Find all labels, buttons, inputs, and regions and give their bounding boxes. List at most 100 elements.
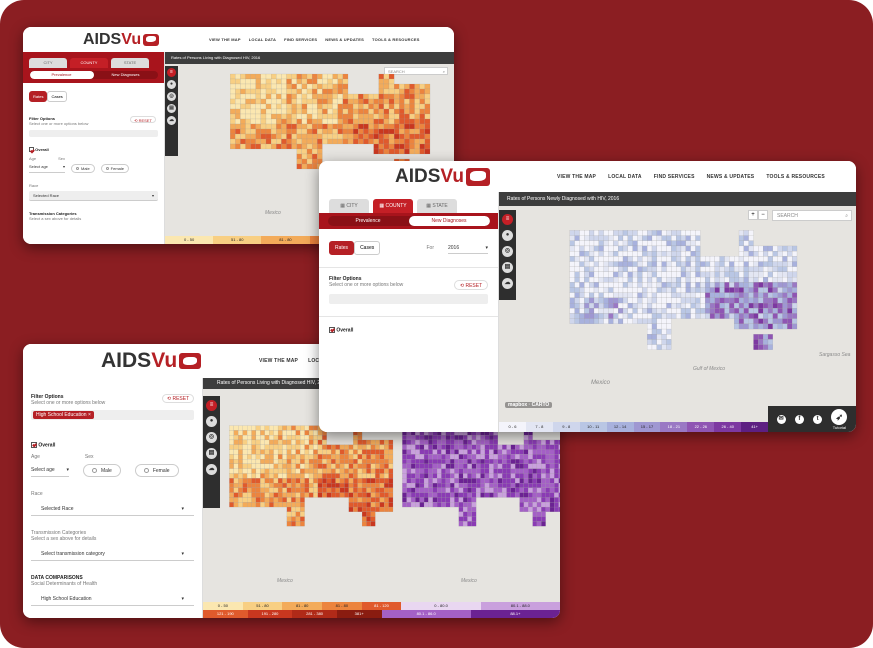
- county-cell: [271, 88, 277, 95]
- aidsvu-logo[interactable]: AIDS Vu: [83, 31, 203, 49]
- layers-icon[interactable]: ≡: [167, 68, 176, 77]
- cloud-icon[interactable]: ☁: [502, 278, 513, 289]
- nav-view-map[interactable]: VIEW THE MAP: [209, 37, 241, 42]
- facebook-icon[interactable]: f: [794, 414, 804, 424]
- legend-bin: 0 - 80.0: [401, 602, 481, 610]
- sex-male-radio[interactable]: Male: [71, 164, 95, 174]
- county-cell: [375, 487, 380, 493]
- reset-button[interactable]: ⟲ RESET: [130, 116, 156, 123]
- county-cell: [589, 266, 595, 272]
- county-cell: [424, 98, 431, 105]
- overall-checkbox[interactable]: [31, 442, 37, 448]
- zoom-out-icon[interactable]: −: [758, 210, 768, 220]
- reset-button[interactable]: ⟲ RESET: [162, 394, 194, 403]
- nav-local-data[interactable]: LOCAL DATA: [248, 37, 277, 42]
- county-cell: [690, 271, 696, 278]
- globe-icon[interactable]: ◎: [206, 432, 217, 443]
- overall-checkbox[interactable]: [329, 327, 335, 333]
- nav-tools-resources[interactable]: TOOLS & RESOURCES: [766, 173, 825, 180]
- search-input[interactable]: SEARCH ⌕: [772, 210, 852, 221]
- map-panel[interactable]: Rates of Persons Newly Diagnosed with HI…: [499, 192, 856, 432]
- nav-tools-resources[interactable]: TOOLS & RESOURCES: [372, 37, 420, 42]
- county-cell: [235, 118, 241, 125]
- county-cell: [233, 439, 239, 445]
- toggle-new-diagnoses[interactable]: New Diagnoses: [111, 72, 140, 77]
- nav-find-services[interactable]: FIND SERVICES: [284, 37, 318, 42]
- race-select[interactable]: Selected Race ▾: [29, 191, 158, 202]
- pin-icon[interactable]: ●: [502, 230, 513, 241]
- tab-state[interactable]: STATE: [111, 58, 149, 68]
- county-cell: [792, 251, 798, 257]
- sex-label: Sex: [84, 454, 94, 461]
- toggle-prevalence[interactable]: Prevalence: [29, 71, 94, 79]
- county-cell: [603, 251, 609, 257]
- county-cell: [366, 506, 371, 512]
- county-cell: [748, 313, 754, 319]
- sex-female-radio[interactable]: Female: [100, 164, 130, 174]
- nav-news-updates[interactable]: NEWS & UPDATES: [325, 37, 365, 42]
- layers-icon[interactable]: ≡: [206, 400, 217, 411]
- rates-button[interactable]: Rates: [329, 241, 355, 255]
- nav-view-map[interactable]: VIEW THE MAP: [259, 358, 299, 364]
- pin-icon[interactable]: ●: [167, 80, 176, 89]
- print-icon[interactable]: ▤: [206, 448, 217, 459]
- tab-city[interactable]: CITY: [29, 58, 67, 68]
- search-input[interactable]: SEARCH ⌕: [384, 67, 448, 75]
- county-cell: [709, 261, 715, 267]
- toggle-new-diagnoses[interactable]: New Diagnoses: [408, 216, 490, 226]
- tutorial-button[interactable]: ➶ Tutorial: [831, 408, 848, 430]
- reset-button[interactable]: ⟲ RESET: [454, 280, 488, 290]
- close-icon[interactable]: ×: [87, 412, 91, 418]
- cloud-icon[interactable]: ☁: [206, 464, 217, 475]
- transmission-select[interactable]: Select transmission category ▾: [31, 548, 194, 562]
- county-cell: [295, 506, 301, 512]
- print-icon[interactable]: ▤: [167, 104, 176, 113]
- county-cell: [523, 468, 529, 474]
- print-icon[interactable]: ▤: [502, 262, 513, 273]
- tab-state[interactable]: ▦ STATE: [417, 199, 457, 213]
- twitter-icon[interactable]: t: [813, 414, 823, 424]
- nav-view-map[interactable]: VIEW THE MAP: [557, 173, 597, 180]
- race-select[interactable]: Selected Race ▾: [31, 503, 194, 517]
- tab-county[interactable]: COUNTY: [70, 58, 108, 68]
- age-select[interactable]: Select age ▾: [29, 164, 65, 174]
- aidsvu-logo[interactable]: AIDS Vu: [101, 349, 251, 373]
- county-cell: [579, 261, 585, 267]
- tab-city[interactable]: ▦ CITY: [329, 199, 369, 213]
- comparisons-select[interactable]: High School Education ▾: [31, 593, 194, 607]
- nav-find-services[interactable]: FIND SERVICES: [653, 173, 695, 180]
- globe-icon[interactable]: ◎: [167, 92, 176, 101]
- nav-local-data[interactable]: LOCAL DATA: [608, 173, 642, 180]
- rates-button[interactable]: Rates: [29, 91, 48, 102]
- cloud-icon[interactable]: ☁: [167, 116, 176, 125]
- county-cell: [441, 473, 446, 479]
- county-cell: [286, 516, 292, 522]
- aidsvu-logo[interactable]: AIDS Vu: [395, 166, 545, 188]
- year-select[interactable]: 2016 ▾: [448, 243, 488, 254]
- cases-button[interactable]: Cases: [47, 91, 67, 102]
- toggle-prevalence[interactable]: Prevalence: [355, 218, 381, 224]
- mail-icon[interactable]: ✉: [776, 414, 786, 424]
- tab-county[interactable]: ▦ COUNTY: [373, 199, 413, 213]
- overall-checkbox[interactable]: [29, 147, 34, 153]
- county-cell: [484, 483, 490, 488]
- sex-female-radio[interactable]: Female: [134, 464, 179, 478]
- county-cell: [541, 516, 546, 522]
- zoom-in-icon[interactable]: +: [748, 210, 758, 220]
- globe-icon[interactable]: ◎: [502, 246, 513, 257]
- layers-icon[interactable]: ≡: [502, 214, 513, 225]
- nav-news-updates[interactable]: NEWS & UPDATES: [706, 173, 755, 180]
- filter-chip[interactable]: High School Education ×: [33, 411, 94, 419]
- pin-icon[interactable]: ●: [206, 416, 217, 427]
- county-cell: [666, 339, 672, 345]
- county-cell: [301, 103, 308, 110]
- county-cell: [589, 251, 595, 257]
- sex-male-radio[interactable]: Male: [83, 464, 121, 478]
- county-cell: [260, 478, 265, 484]
- county-cell: [255, 444, 261, 450]
- county-cell: [240, 138, 246, 145]
- cases-button[interactable]: Cases: [354, 241, 381, 255]
- county-cell: [671, 303, 677, 309]
- map-panel[interactable]: Rates of Persons Living with Diagnosed H…: [165, 52, 454, 244]
- age-select[interactable]: Select age ▾: [31, 464, 69, 478]
